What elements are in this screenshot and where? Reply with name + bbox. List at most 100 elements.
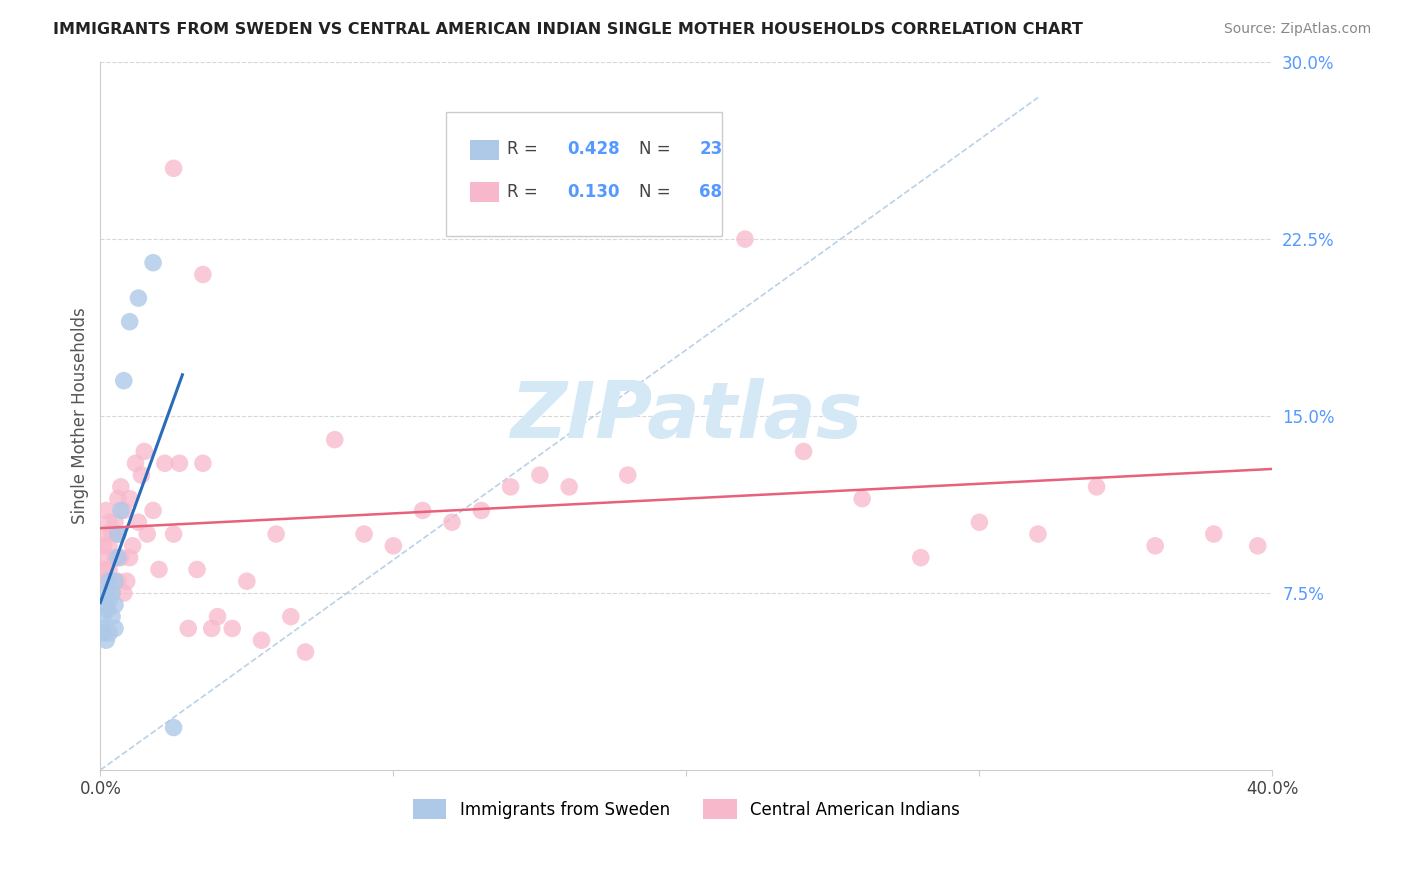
Point <box>101 609 124 624</box>
Point <box>110 550 132 565</box>
Point <box>112 586 135 600</box>
Point <box>969 515 991 529</box>
Point <box>136 527 159 541</box>
Point <box>107 574 129 589</box>
Text: 0.130: 0.130 <box>567 183 619 201</box>
Point <box>112 503 135 517</box>
Point <box>382 539 405 553</box>
Point <box>110 480 132 494</box>
Point <box>101 586 124 600</box>
Point <box>162 721 184 735</box>
Point <box>107 491 129 506</box>
Point <box>734 232 756 246</box>
Point <box>98 626 121 640</box>
Point <box>98 562 121 576</box>
Point <box>470 503 492 517</box>
Point <box>169 456 191 470</box>
Point <box>107 527 129 541</box>
Point <box>107 527 129 541</box>
Point <box>529 468 551 483</box>
Point <box>107 550 129 565</box>
Point <box>101 586 124 600</box>
Point <box>98 539 121 553</box>
Point <box>104 550 127 565</box>
Point <box>124 456 146 470</box>
Text: N =: N = <box>640 140 676 158</box>
Point <box>280 609 302 624</box>
Text: R =: R = <box>508 140 543 158</box>
Point <box>558 480 581 494</box>
FancyBboxPatch shape <box>446 112 721 235</box>
Point <box>91 539 114 553</box>
Point <box>207 609 229 624</box>
Point <box>104 574 127 589</box>
Text: N =: N = <box>640 183 676 201</box>
Point <box>90 550 112 565</box>
Point <box>96 586 118 600</box>
Text: 0.428: 0.428 <box>567 140 620 158</box>
Point <box>90 622 112 636</box>
Point <box>201 622 224 636</box>
Point <box>127 515 149 529</box>
Point <box>148 562 170 576</box>
Point <box>98 515 121 529</box>
Point <box>118 491 141 506</box>
Point <box>1247 539 1270 553</box>
Point <box>851 491 873 506</box>
Point <box>499 480 522 494</box>
Point <box>412 503 434 517</box>
Point <box>191 456 214 470</box>
Point <box>93 598 115 612</box>
Point <box>162 161 184 176</box>
Point <box>91 609 114 624</box>
Point <box>186 562 208 576</box>
Text: R =: R = <box>508 183 543 201</box>
Point <box>910 550 932 565</box>
Point <box>134 444 156 458</box>
Point <box>96 633 118 648</box>
Point <box>104 622 127 636</box>
Point <box>118 550 141 565</box>
Point <box>104 515 127 529</box>
Point <box>104 598 127 612</box>
Point <box>142 503 165 517</box>
Point <box>131 468 153 483</box>
Point <box>127 291 149 305</box>
Point <box>440 515 463 529</box>
Point <box>101 527 124 541</box>
Point <box>1026 527 1049 541</box>
Point <box>264 527 287 541</box>
Point <box>236 574 259 589</box>
Point <box>162 527 184 541</box>
Point <box>353 527 375 541</box>
Point <box>616 468 638 483</box>
Point <box>221 622 243 636</box>
Point <box>1144 539 1167 553</box>
Point <box>793 444 815 458</box>
Point <box>115 574 138 589</box>
Point <box>118 315 141 329</box>
Point <box>121 539 143 553</box>
Point <box>1085 480 1108 494</box>
Point <box>294 645 316 659</box>
Legend: Immigrants from Sweden, Central American Indians: Immigrants from Sweden, Central American… <box>406 793 966 825</box>
Point <box>112 374 135 388</box>
Point <box>142 256 165 270</box>
Point <box>96 574 118 589</box>
Text: Source: ZipAtlas.com: Source: ZipAtlas.com <box>1223 22 1371 37</box>
Point <box>91 626 114 640</box>
Text: IMMIGRANTS FROM SWEDEN VS CENTRAL AMERICAN INDIAN SINGLE MOTHER HOUSEHOLDS CORRE: IMMIGRANTS FROM SWEDEN VS CENTRAL AMERIC… <box>53 22 1083 37</box>
Text: 23: 23 <box>699 140 723 158</box>
Text: 68: 68 <box>699 183 723 201</box>
Y-axis label: Single Mother Households: Single Mother Households <box>72 308 89 524</box>
Point <box>96 503 118 517</box>
Point <box>250 633 273 648</box>
Point <box>91 562 114 576</box>
Point <box>323 433 346 447</box>
Point <box>98 593 121 607</box>
Point <box>97 602 120 616</box>
Point <box>153 456 176 470</box>
FancyBboxPatch shape <box>470 183 499 202</box>
Point <box>177 622 200 636</box>
Point <box>110 503 132 517</box>
